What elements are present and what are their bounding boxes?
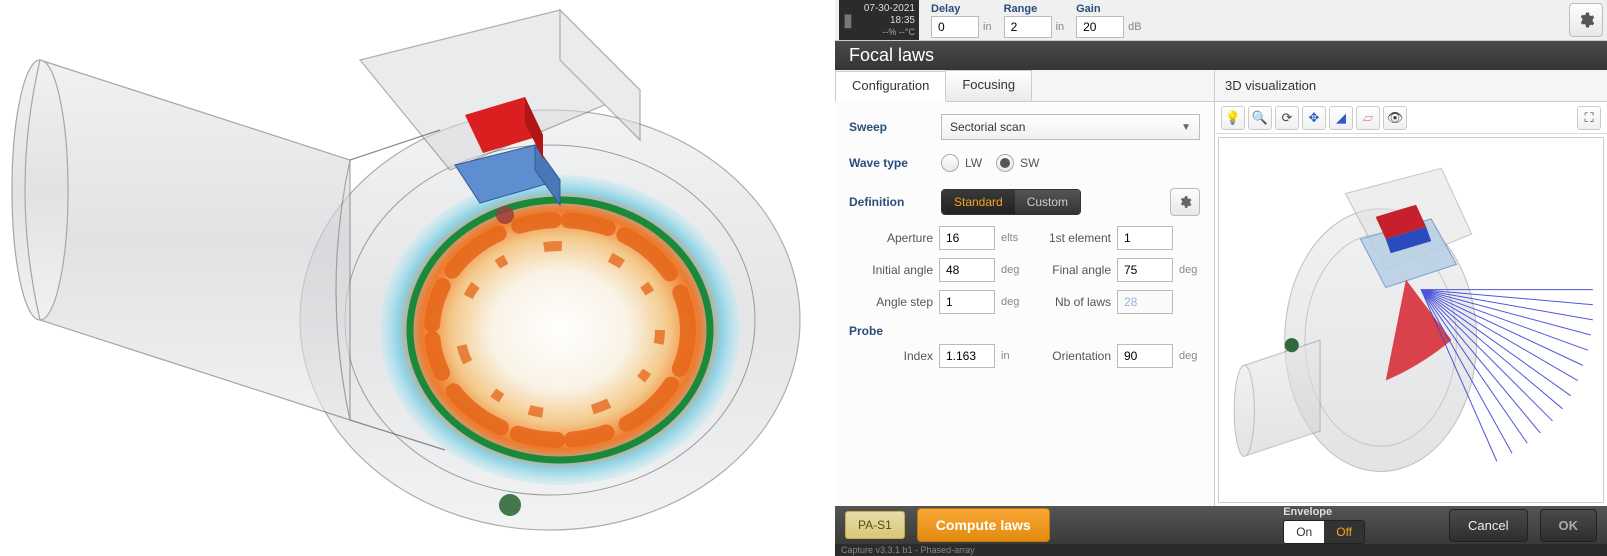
status-time: 18:35 (890, 15, 915, 27)
wavetype-radios: LW SW (941, 154, 1039, 172)
sweep-value: Sectorial scan (950, 120, 1025, 134)
expand-button[interactable]: ⛶ (1577, 106, 1601, 130)
tabs: Configuration Focusing (835, 70, 1214, 102)
final-angle-input[interactable] (1117, 258, 1173, 282)
aperture-input[interactable] (939, 226, 995, 250)
left-3d-view[interactable] (0, 0, 835, 556)
gain-unit: dB (1128, 21, 1141, 33)
orientation-input[interactable] (1117, 344, 1173, 368)
definition-segmented: Standard Custom (941, 189, 1081, 215)
probe-label: Probe (849, 324, 1200, 338)
cancel-button[interactable]: Cancel (1449, 509, 1527, 542)
search-icon: 🔍 (1252, 110, 1268, 126)
settings-button[interactable] (1569, 3, 1603, 37)
title-bar: Focal laws (835, 41, 1607, 70)
status-date: 07-30-2021 (864, 3, 915, 15)
definition-settings-button[interactable] (1170, 188, 1200, 216)
delay-unit: in (983, 21, 992, 33)
chevron-down-icon: ▼ (1181, 122, 1191, 133)
first-element-label: 1st element (1035, 231, 1111, 245)
envelope-toggle: On Off (1283, 520, 1365, 544)
envelope-on[interactable]: On (1284, 521, 1324, 543)
surface-button[interactable]: ◢ (1329, 106, 1353, 130)
initial-angle-label: Initial angle (849, 263, 933, 277)
gain-label: Gain (1076, 3, 1141, 15)
viz-svg (1219, 138, 1603, 502)
topbar: ▮ 07-30-2021 18:35 --% --°C Delay in Ran… (835, 0, 1607, 41)
gear-icon (1178, 195, 1192, 209)
tab-focusing[interactable]: Focusing (945, 70, 1032, 101)
reset-button[interactable]: ⟳ (1275, 106, 1299, 130)
radio-lw-circle (941, 154, 959, 172)
tab-configuration[interactable]: Configuration (835, 71, 946, 102)
initial-angle-input[interactable] (939, 258, 995, 282)
range-label: Range (1004, 3, 1065, 15)
surface-icon: ◢ (1336, 110, 1346, 126)
lightbulb-icon: 💡 (1225, 110, 1241, 126)
app-panel: ▮ 07-30-2021 18:35 --% --°C Delay in Ran… (835, 0, 1607, 556)
envelope-off[interactable]: Off (1324, 521, 1364, 543)
angle-step-input[interactable] (939, 290, 995, 314)
status-block: ▮ 07-30-2021 18:35 --% --°C (839, 0, 919, 40)
plane-button[interactable]: ▱ (1356, 106, 1380, 130)
probe-chip[interactable]: PA-S1 (845, 511, 905, 539)
zoom-button[interactable]: 🔍 (1248, 106, 1272, 130)
eye-icon: 👁 (1387, 110, 1404, 126)
left-3d-svg (0, 0, 835, 556)
range-group: Range in (1004, 3, 1065, 38)
viz-title: 3D visualization (1215, 70, 1607, 102)
delay-group: Delay in (931, 3, 992, 38)
envelope-group: Envelope On Off (1283, 506, 1365, 544)
ok-button[interactable]: OK (1540, 509, 1598, 542)
config-form: Sweep Sectorial scan ▼ Wave type LW (835, 102, 1214, 506)
envelope-label: Envelope (1283, 506, 1365, 518)
final-angle-label: Final angle (1035, 263, 1111, 277)
body-row: Configuration Focusing Sweep Sectorial s… (835, 70, 1607, 506)
angle-step-label: Angle step (849, 295, 933, 309)
config-column: Configuration Focusing Sweep Sectorial s… (835, 70, 1215, 506)
radio-lw[interactable]: LW (941, 154, 982, 172)
delay-label: Delay (931, 3, 992, 15)
radio-sw[interactable]: SW (996, 154, 1039, 172)
index-input[interactable] (939, 344, 995, 368)
refresh-icon: ⟳ (1282, 110, 1293, 126)
viz-canvas[interactable] (1218, 137, 1604, 503)
battery-icon: ▮ (839, 0, 857, 40)
move-icon: ✥ (1309, 110, 1320, 126)
footer-version: Capture v3.3.1 b1 - Phased-array (835, 544, 1607, 556)
range-unit: in (1056, 21, 1065, 33)
gain-input[interactable] (1076, 16, 1124, 38)
orientation-label: Orientation (1035, 349, 1111, 363)
range-input[interactable] (1004, 16, 1052, 38)
move-button[interactable]: ✥ (1302, 106, 1326, 130)
def-standard-button[interactable]: Standard (942, 190, 1015, 214)
expand-icon: ⛶ (1584, 110, 1593, 126)
compute-laws-button[interactable]: Compute laws (917, 508, 1050, 542)
radio-sw-circle (996, 154, 1014, 172)
nb-laws-label: Nb of laws (1035, 295, 1111, 309)
eye-button[interactable]: 👁 (1383, 106, 1407, 130)
gain-group: Gain dB (1076, 3, 1141, 38)
first-element-input[interactable] (1117, 226, 1173, 250)
nb-laws-output (1117, 290, 1173, 314)
delay-input[interactable] (931, 16, 979, 38)
wavetype-label: Wave type (849, 156, 933, 170)
gear-icon (1577, 11, 1595, 29)
bottom-bar: PA-S1 Compute laws Envelope On Off Cance… (835, 506, 1607, 544)
plane-icon: ▱ (1363, 110, 1373, 126)
viz-toolbar: 💡 🔍 ⟳ ✥ ◢ ▱ 👁 ⛶ (1215, 102, 1607, 134)
sweep-label: Sweep (849, 120, 933, 134)
page-title: Focal laws (849, 45, 934, 66)
viz-column: 3D visualization 💡 🔍 ⟳ ✥ ◢ ▱ 👁 ⛶ (1215, 70, 1607, 506)
sweep-dropdown[interactable]: Sectorial scan ▼ (941, 114, 1200, 140)
lightbulb-button[interactable]: 💡 (1221, 106, 1245, 130)
index-label: Index (849, 349, 933, 363)
definition-label: Definition (849, 195, 933, 209)
aperture-label: Aperture (849, 231, 933, 245)
def-custom-button[interactable]: Custom (1015, 190, 1080, 214)
